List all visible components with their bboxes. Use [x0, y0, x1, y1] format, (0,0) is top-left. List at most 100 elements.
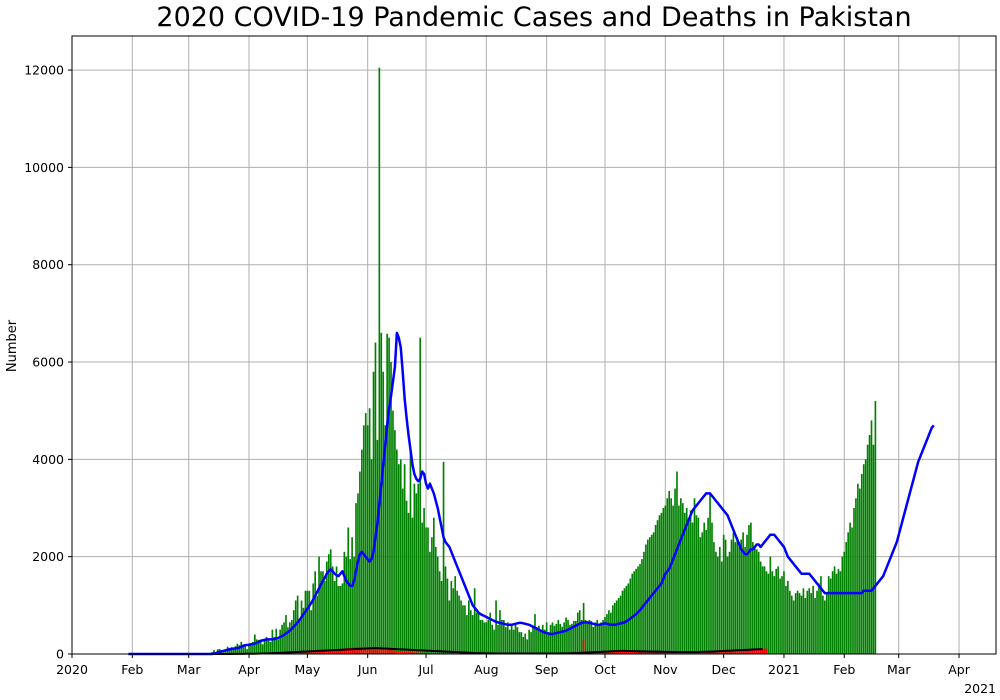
case-bar — [785, 585, 787, 654]
death-bar — [316, 650, 318, 654]
case-bar — [565, 617, 567, 654]
case-bar — [444, 566, 447, 654]
case-bar — [740, 539, 742, 654]
case-bar — [617, 598, 620, 654]
case-bar — [508, 629, 511, 654]
case-bar — [331, 566, 334, 654]
death-bar — [676, 652, 678, 654]
case-bar — [495, 600, 497, 654]
death-bar — [335, 649, 338, 654]
case-bar — [386, 333, 388, 654]
case-bar — [265, 636, 268, 654]
case-bar — [378, 67, 381, 654]
case-bar — [530, 632, 532, 654]
case-bar — [829, 578, 832, 654]
case-bar — [273, 636, 276, 654]
death-bar — [366, 647, 369, 654]
case-bar — [752, 542, 754, 654]
case-bar — [353, 556, 355, 654]
case-bar — [471, 615, 474, 654]
case-bar — [250, 644, 252, 654]
death-bar — [425, 652, 427, 654]
case-bar — [322, 571, 324, 654]
case-bar — [596, 619, 599, 654]
death-bar — [401, 651, 404, 654]
case-bar — [481, 619, 484, 654]
case-bar — [257, 639, 260, 654]
case-bar — [553, 625, 556, 654]
death-bar — [724, 650, 727, 654]
death-bar — [333, 649, 336, 654]
death-bar — [631, 651, 634, 654]
case-bar — [866, 444, 869, 654]
case-bar — [263, 639, 266, 654]
case-bar — [701, 532, 704, 654]
case-bar — [532, 627, 534, 654]
death-bar — [703, 651, 706, 654]
death-bar — [357, 646, 359, 654]
death-bar — [380, 648, 383, 654]
case-bar — [822, 595, 824, 654]
case-bar — [590, 620, 593, 654]
case-bar — [578, 610, 581, 654]
case-bar — [290, 619, 293, 654]
case-bar — [289, 622, 291, 654]
death-bar — [757, 648, 760, 654]
case-bar — [409, 449, 412, 654]
case-bar — [304, 590, 307, 654]
case-bar — [541, 624, 544, 654]
case-bar — [855, 498, 857, 654]
y-tick-label: 6000 — [32, 355, 64, 370]
case-bar — [514, 624, 517, 654]
x-tick-label: Nov — [653, 662, 678, 677]
case-bar — [473, 588, 476, 654]
case-bar — [773, 576, 776, 654]
case-bar — [423, 508, 425, 654]
death-bar — [331, 649, 334, 654]
death-bar — [752, 649, 754, 654]
death-bar — [362, 647, 365, 654]
y-tick-label: 4000 — [32, 452, 64, 467]
case-bar — [573, 620, 575, 654]
case-bar — [779, 578, 781, 654]
death-bar — [705, 651, 707, 654]
death-bar — [742, 649, 744, 654]
case-bar — [759, 561, 762, 654]
case-bar — [308, 590, 311, 654]
death-bar — [378, 648, 381, 654]
case-bar — [456, 590, 458, 654]
case-bar — [434, 546, 437, 654]
case-bar — [864, 459, 867, 654]
case-bar — [248, 645, 250, 654]
case-bar — [720, 561, 723, 654]
case-bar — [345, 556, 348, 654]
case-bar — [545, 622, 548, 654]
case-bar — [407, 512, 410, 654]
death-bar — [711, 651, 713, 654]
death-bar — [382, 649, 385, 654]
death-bar — [386, 649, 388, 654]
case-bar — [499, 610, 501, 654]
death-bar — [639, 651, 641, 654]
case-bar — [859, 488, 861, 654]
death-bar — [320, 650, 322, 654]
case-bar — [678, 505, 680, 654]
case-bar — [222, 650, 225, 654]
death-bar — [413, 652, 416, 654]
case-bar — [318, 556, 320, 654]
case-bar — [549, 624, 552, 654]
case-bar — [742, 532, 744, 654]
case-bar — [388, 337, 390, 654]
death-bar — [654, 651, 657, 654]
death-bar — [399, 651, 402, 654]
case-bar — [310, 610, 313, 654]
case-bar — [296, 595, 299, 654]
death-bar — [763, 648, 766, 654]
x-tick-label: Sep — [535, 662, 559, 677]
death-bar — [376, 648, 379, 654]
case-bar — [275, 628, 278, 654]
case-bar — [563, 622, 565, 654]
case-bar — [403, 464, 406, 654]
death-bar — [611, 651, 614, 654]
case-bar — [841, 556, 844, 654]
